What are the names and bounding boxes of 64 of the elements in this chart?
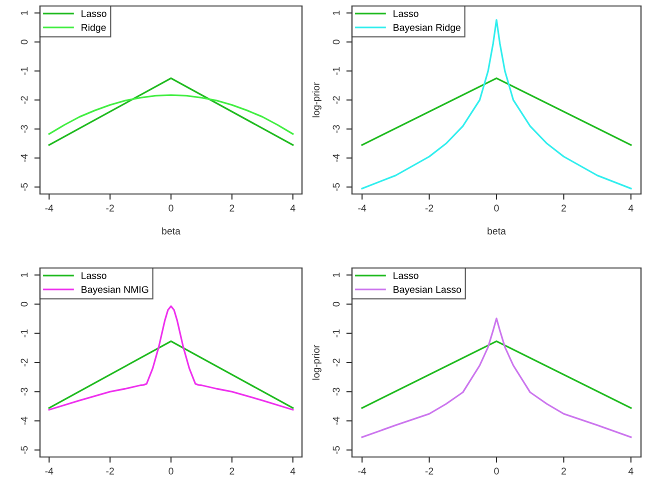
x-tick-label: 2 [561, 204, 566, 212]
legend-label: Lasso [394, 10, 418, 18]
x-tick-label: 0 [168, 468, 174, 475]
y-tick-label: -2 [20, 96, 28, 104]
y-tick-label: -4 [332, 154, 340, 162]
x-tick-label: 4 [628, 204, 634, 212]
y-tick-label: -2 [332, 358, 340, 366]
legend-label: Lasso [82, 10, 106, 18]
x-tick-label: 0 [168, 204, 174, 212]
x-tick-label: -2 [425, 204, 434, 212]
x-tick-label: 2 [561, 468, 566, 474]
x-tick-label: 4 [290, 468, 296, 474]
x-tick-label: -2 [106, 204, 114, 212]
x-axis-title: beta [162, 227, 180, 235]
y-tick-label: -5 [20, 183, 28, 191]
x-tick-label: -4 [358, 204, 366, 212]
y-tick-label: -2 [20, 358, 28, 366]
y-tick-label: 1 [332, 10, 340, 15]
y-tick-label: -4 [332, 416, 340, 425]
x-tick-label: 2 [230, 204, 234, 212]
x-tick-label: -4 [358, 468, 366, 474]
legend-label: Bayesian Ridge [394, 24, 460, 33]
legend-label: Lasso [394, 272, 418, 280]
legend-label: Ridge [82, 24, 106, 33]
x-tick-label: 0 [494, 204, 499, 212]
y-axis-title: log-prior [312, 82, 322, 118]
x-tick-label: 4 [628, 468, 634, 474]
x-tick-label: -2 [106, 468, 114, 474]
x-tick-label: -4 [45, 468, 54, 474]
y-tick-label: -3 [332, 125, 340, 133]
y-tick-label: 0 [332, 40, 340, 44]
y-tick-label: 0 [20, 40, 28, 44]
y-tick-label: -3 [20, 388, 28, 396]
y-tick-label: -1 [332, 67, 340, 75]
line-series [361, 19, 632, 190]
y-tick-label: -4 [20, 416, 28, 425]
x-tick-label: -4 [45, 204, 54, 212]
y-tick-label: 1 [20, 10, 28, 15]
y-tick-label: 1 [332, 272, 340, 277]
legend-label: Bayesian Lasso [394, 286, 462, 295]
y-tick-label: -1 [20, 329, 28, 338]
y-tick-label: -3 [20, 125, 28, 133]
y-tick-label: -5 [20, 446, 28, 454]
y-tick-label: -1 [20, 67, 28, 75]
x-tick-label: 0 [494, 468, 499, 475]
y-tick-label: -1 [332, 329, 340, 338]
legend-label: Bayesian NMIG [82, 286, 148, 295]
y-tick-label: -5 [332, 446, 340, 454]
x-tick-label: 2 [230, 468, 234, 474]
line-series [48, 94, 294, 135]
x-axis-title: beta [488, 227, 506, 235]
y-tick-label: -3 [332, 388, 340, 396]
x-tick-label: -2 [425, 468, 434, 474]
y-tick-label: -5 [332, 183, 340, 191]
y-axis-title: log-prior [312, 344, 322, 380]
x-tick-label: 4 [290, 204, 296, 212]
y-tick-label: 0 [332, 302, 340, 306]
y-tick-label: -4 [20, 154, 28, 162]
line-series [361, 318, 632, 438]
line-series [48, 305, 294, 411]
y-tick-label: 0 [20, 302, 28, 306]
y-tick-label: -2 [332, 96, 340, 104]
y-tick-label: 1 [20, 272, 28, 277]
legend-label: Lasso [82, 272, 106, 280]
